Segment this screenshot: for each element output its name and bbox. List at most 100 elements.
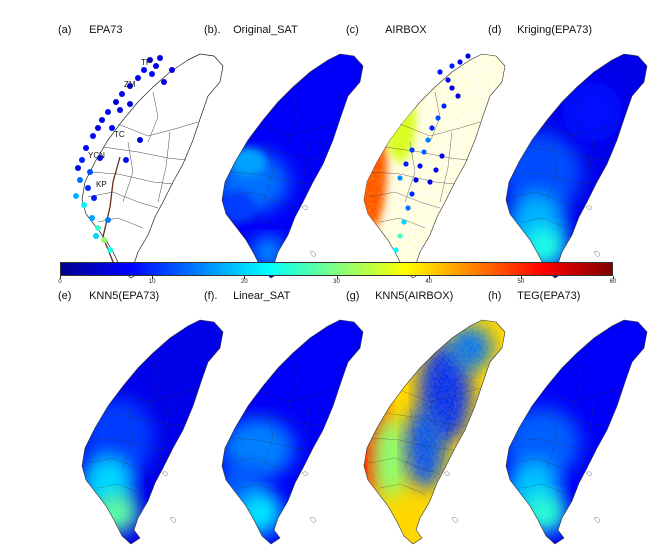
airbox-marker [429, 125, 435, 131]
panel-f-label: (f). Linear_SAT [204, 290, 291, 302]
colorbar-tick-label: 40 [425, 279, 432, 285]
panel-a-map [73, 53, 224, 279]
panel-d: (d) Kriging(EPA73) [482, 24, 648, 279]
station-marker [83, 145, 89, 151]
station-marker [169, 67, 175, 73]
colorbar-tick-mark [613, 276, 614, 279]
colorbar-tick-label: 0 [58, 279, 62, 285]
station-marker [73, 193, 79, 199]
airbox-marker [425, 137, 431, 143]
airbox-marker [445, 77, 451, 83]
region-label-ycn: YCN [88, 151, 105, 160]
colorbar-tick-mark [336, 276, 338, 279]
station-marker [89, 215, 95, 221]
panel-f-map [221, 319, 364, 545]
station-marker [107, 247, 113, 253]
panel-e: (e) KNN5(EPA73) [58, 290, 224, 545]
panel-b-label: (b). Original_SAT [204, 24, 298, 36]
airbox-marker [465, 53, 471, 59]
station-marker [105, 217, 111, 223]
station-marker [90, 133, 96, 139]
region-label-tc: TC [114, 130, 125, 139]
station-marker [149, 71, 155, 77]
station-marker [97, 155, 103, 161]
panel-h: (h) TEG(EPA73) [482, 290, 648, 545]
airbox-marker [441, 103, 447, 109]
region-label-zm: ZM [124, 80, 136, 89]
station-marker [161, 79, 167, 85]
station-marker [95, 225, 101, 231]
panel-d-map [505, 53, 648, 279]
panel-d-label: (d) Kriging(EPA73) [488, 24, 593, 36]
panel-b-map [221, 53, 364, 279]
airbox-marker [397, 233, 403, 239]
colorbar-tick-label: 30 [333, 279, 340, 285]
airbox-marker [409, 191, 415, 197]
station-marker [79, 157, 85, 163]
station-marker [105, 109, 111, 115]
airbox-marker [427, 179, 433, 185]
station-marker [127, 101, 133, 107]
airbox-marker [449, 63, 455, 69]
station-marker [123, 157, 129, 163]
airbox-marker [455, 93, 461, 99]
airbox-marker [439, 153, 445, 159]
airbox-marker [393, 247, 399, 253]
station-marker [99, 117, 105, 123]
panel-g-map [363, 319, 506, 545]
station-marker [135, 75, 141, 81]
colorbar-tick-label: 10 [148, 279, 156, 285]
panel-c-label: (c) AIRBOX [346, 24, 427, 36]
colorbar-tick-mark [244, 276, 246, 279]
station-marker [147, 57, 153, 63]
airbox-marker [449, 85, 455, 91]
region-label-kp: KP [96, 180, 107, 189]
panel-a: (a) EPA73 TP ZM TC YCN KP [58, 24, 224, 279]
airbox-marker [403, 161, 409, 167]
airbox-marker [405, 205, 411, 211]
panel-a-label: (a) EPA73 [58, 24, 123, 36]
colorbar-tick-mark [152, 276, 154, 279]
panel-g-label: (g) KNN5(AIRBOX) [346, 290, 454, 302]
station-marker [141, 67, 147, 73]
station-marker [117, 107, 123, 113]
colorbar-tick-mark [428, 276, 430, 279]
panel-e-map [81, 319, 224, 545]
station-marker [91, 195, 97, 201]
airbox-marker [435, 115, 441, 121]
airbox-marker [437, 69, 443, 75]
airbox-marker [401, 219, 407, 225]
airbox-marker [457, 59, 463, 65]
panel-g: (g) KNN5(AIRBOX) [340, 290, 506, 545]
station-marker [93, 233, 99, 239]
station-marker [95, 125, 101, 131]
panel-e-label: (e) KNN5(EPA73) [58, 290, 160, 302]
colorbar [60, 262, 613, 276]
station-marker [137, 137, 143, 143]
airbox-marker [397, 175, 403, 181]
airbox-marker [433, 167, 439, 173]
colorbar-tick-label: 50 [517, 279, 525, 285]
station-marker [113, 99, 119, 105]
panel-b: (b). Original_SAT [198, 24, 364, 279]
station-marker [87, 169, 93, 175]
panel-h-label: (h) TEG(EPA73) [488, 290, 581, 302]
station-marker [153, 63, 159, 69]
station-marker [119, 91, 125, 97]
airbox-marker [417, 163, 423, 169]
panel-c: (c) AIRBOX [340, 24, 506, 279]
panel-c-map [363, 53, 506, 279]
colorbar-tick-mark [520, 276, 522, 279]
station-marker [109, 125, 115, 131]
station-marker [157, 55, 163, 61]
colorbar-tick-mark [60, 276, 61, 279]
airbox-marker [421, 149, 427, 155]
station-marker [127, 83, 133, 89]
airbox-marker [413, 177, 419, 183]
colorbar-tick-label: 20 [240, 279, 248, 285]
airbox-marker [409, 147, 415, 153]
colorbar-tick-label: 60 [609, 279, 617, 285]
station-marker [77, 177, 83, 183]
station-marker [85, 185, 91, 191]
panel-h-map [505, 319, 648, 545]
